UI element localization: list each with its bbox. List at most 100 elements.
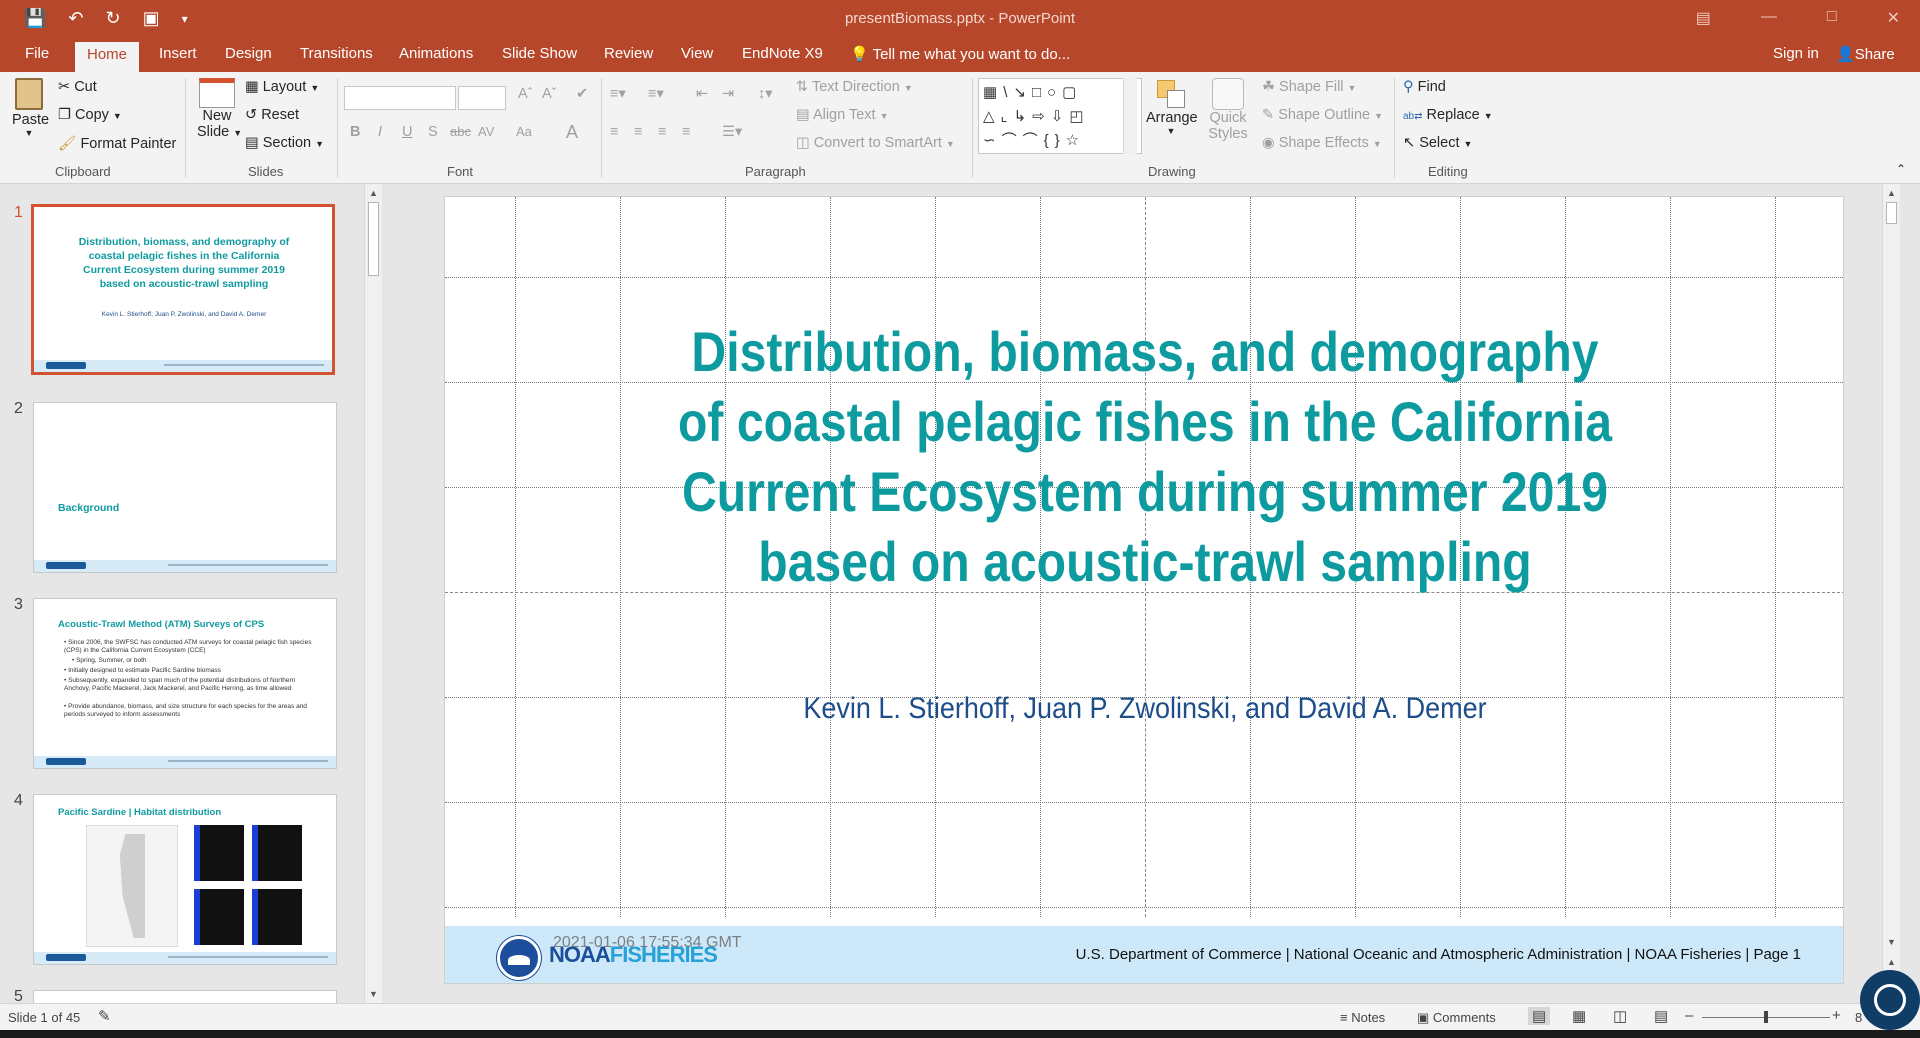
previous-slide-icon[interactable]: ▲ — [1887, 957, 1896, 967]
italic-button[interactable]: I — [378, 124, 383, 140]
slide-thumbnail-4[interactable]: Pacific Sardine | Habitat distribution — [33, 794, 337, 965]
rectangle-shape-icon[interactable]: □ — [1031, 84, 1047, 101]
triangle-shape-icon[interactable]: △ — [983, 108, 1001, 125]
shape-fill-button[interactable]: ☘ Shape Fill ▼ — [1262, 79, 1356, 95]
thumbnail-scrollbar[interactable]: ▲ ▼ — [364, 184, 382, 1003]
columns-icon[interactable]: ☰▾ — [722, 124, 743, 140]
convert-smartart-button[interactable]: ◫ Convert to SmartArt ▼ — [796, 135, 955, 151]
line-spacing-icon[interactable]: ↕▾ — [758, 86, 773, 102]
curve-shape-icon[interactable]: ⌒ — [1001, 132, 1023, 149]
shrink-font-icon[interactable]: Aˇ — [542, 86, 557, 102]
zoom-slider[interactable] — [1702, 1011, 1830, 1023]
scroll-down-icon[interactable]: ▼ — [1887, 937, 1896, 947]
close-icon[interactable]: ✕ — [1886, 10, 1900, 27]
clear-formatting-icon[interactable]: ✔ — [576, 86, 589, 102]
customize-qat-icon[interactable]: ▾ — [181, 12, 188, 26]
zoom-level[interactable]: 8 — [1855, 1010, 1863, 1025]
arrow-shape-icon[interactable]: ↘ — [1013, 84, 1032, 101]
slide-sorter-icon[interactable]: ▦ — [1572, 1008, 1587, 1025]
sign-in-link[interactable]: Sign in — [1773, 45, 1819, 62]
arc-shape-icon[interactable]: ⌒ — [1022, 132, 1044, 149]
spell-check-icon[interactable]: ✎ — [98, 1008, 111, 1025]
tab-endnote[interactable]: EndNote X9 — [742, 45, 823, 62]
right-brace-icon[interactable]: } — [1054, 132, 1066, 149]
line-shape-icon[interactable]: \ — [1003, 84, 1014, 101]
align-text-button[interactable]: ▤ Align Text ▼ — [796, 107, 889, 123]
shape-outline-button[interactable]: ✎ Shape Outline ▼ — [1262, 107, 1383, 123]
shapes-gallery[interactable]: ▦\↘□○▢ △⌞↳⇨⇩◰ ∽⌒⌒{}☆ — [978, 78, 1142, 154]
redo-icon[interactable]: ↻ — [105, 8, 121, 28]
assistant-bubble-icon[interactable] — [1860, 970, 1920, 1030]
bold-button[interactable]: B — [350, 124, 361, 140]
scroll-thumb[interactable] — [1886, 202, 1897, 224]
character-spacing-button[interactable]: AV — [478, 124, 495, 139]
scroll-thumb[interactable] — [368, 202, 379, 276]
tab-animations[interactable]: Animations — [399, 45, 474, 62]
normal-view-icon[interactable]: ▤ — [1528, 1007, 1551, 1025]
text-direction-button[interactable]: ⇅ Text Direction ▼ — [796, 79, 913, 95]
select-button[interactable]: ↖ Select ▼ — [1403, 135, 1472, 151]
zoom-slider-thumb[interactable] — [1764, 1011, 1768, 1023]
freeform-shape-icon[interactable]: ∽ — [983, 132, 1002, 149]
undo-icon[interactable]: ↶ — [68, 8, 84, 28]
comments-button[interactable]: ▣ Comments — [1417, 1010, 1496, 1026]
increase-indent-icon[interactable]: ⇥ — [722, 86, 735, 102]
scroll-down-icon[interactable]: ▼ — [369, 989, 378, 999]
scroll-up-icon[interactable]: ▲ — [1887, 188, 1896, 198]
slide-thumbnail-3[interactable]: Acoustic-Trawl Method (ATM) Surveys of C… — [33, 598, 337, 769]
custom-shape-icon[interactable]: ◰ — [1069, 108, 1090, 125]
grow-font-icon[interactable]: Aˆ — [518, 86, 533, 102]
font-name-combo[interactable] — [344, 86, 456, 110]
bullets-icon[interactable]: ≡▾ — [610, 86, 626, 102]
justify-icon[interactable]: ≡ — [682, 124, 691, 140]
change-case-button[interactable]: Aa — [516, 124, 532, 139]
slide-canvas[interactable]: Distribution, biomass, and demography of… — [444, 196, 1844, 984]
tab-file[interactable]: File — [25, 45, 50, 62]
left-brace-icon[interactable]: { — [1043, 132, 1055, 149]
underline-button[interactable]: U — [402, 124, 413, 140]
tab-insert[interactable]: Insert — [159, 45, 197, 62]
ribbon-display-icon[interactable]: ▤ — [1695, 10, 1711, 27]
strikethrough-button[interactable]: abc — [450, 124, 471, 139]
oval-shape-icon[interactable]: ○ — [1047, 84, 1063, 101]
format-painter-button[interactable]: 🖌 Format Painter — [58, 135, 176, 152]
star-shape-icon[interactable]: ☆ — [1065, 132, 1086, 149]
notes-button[interactable]: ≡ Notes — [1340, 1010, 1385, 1025]
down-arrow-shape-icon[interactable]: ⇩ — [1050, 108, 1070, 125]
font-size-combo[interactable] — [458, 86, 506, 110]
shadow-button[interactable]: S — [428, 124, 438, 140]
scroll-up-icon[interactable]: ▲ — [369, 188, 378, 198]
tell-me-search[interactable]: 💡 Tell me what you want to do... — [850, 45, 1070, 63]
align-left-icon[interactable]: ≡ — [610, 124, 619, 140]
slideshow-view-icon[interactable]: ▤ — [1654, 1008, 1669, 1025]
quick-styles-button[interactable]: Quick Styles — [1204, 78, 1252, 142]
slide-authors[interactable]: Kevin L. Stierhoff, Juan P. Zwolinski, a… — [803, 692, 1487, 725]
font-color-button[interactable]: A — [566, 122, 579, 142]
tab-transitions[interactable]: Transitions — [300, 45, 373, 62]
layout-button[interactable]: ▦ Layout ▼ — [245, 79, 319, 95]
decrease-indent-icon[interactable]: ⇤ — [696, 86, 709, 102]
new-slide-button[interactable]: New Slide ▼ — [197, 78, 242, 140]
share-button[interactable]: 👤Share — [1836, 45, 1895, 63]
align-right-icon[interactable]: ≡ — [658, 124, 667, 140]
slide-thumbnail-5[interactable] — [33, 990, 337, 1003]
tab-design[interactable]: Design — [225, 45, 272, 62]
tab-slide-show[interactable]: Slide Show — [502, 45, 578, 62]
save-icon[interactable]: 💾 — [24, 8, 47, 28]
shapes-gallery-scroll[interactable] — [1123, 78, 1137, 154]
textbox-shape-icon[interactable]: ▦ — [983, 84, 1004, 101]
align-center-icon[interactable]: ≡ — [634, 124, 643, 140]
slide-scrollbar[interactable]: ▲ ▲ ▼ ▼ — [1882, 184, 1900, 1003]
cut-button[interactable]: ✂ Cut — [58, 79, 97, 95]
maximize-icon[interactable]: □ — [1826, 8, 1837, 25]
reset-button[interactable]: ↺ Reset — [245, 107, 299, 123]
minimize-icon[interactable]: — — [1760, 8, 1777, 25]
replace-button[interactable]: ab⇄ Replace ▼ — [1403, 107, 1493, 123]
tab-home[interactable]: Home — [75, 42, 140, 72]
rounded-rect-shape-icon[interactable]: ▢ — [1062, 84, 1083, 101]
numbering-icon[interactable]: ≡▾ — [648, 86, 664, 102]
find-button[interactable]: ⚲ Find — [1403, 79, 1446, 95]
slide-thumbnail-1[interactable]: Distribution, biomass, and demography of… — [31, 204, 335, 375]
arrange-button[interactable]: Arrange ▼ — [1146, 78, 1198, 136]
paste-button[interactable]: Paste ▼ — [12, 78, 49, 138]
